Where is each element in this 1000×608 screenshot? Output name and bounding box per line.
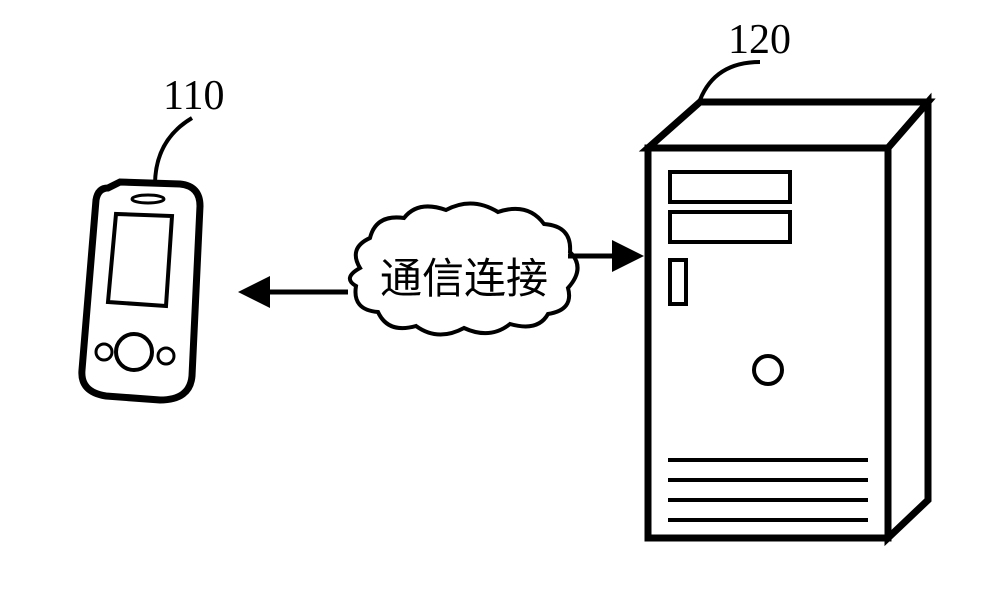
- server-tower: [648, 102, 928, 538]
- leader-line-120: [700, 62, 760, 100]
- phone-label: 110: [163, 72, 224, 120]
- leader-line-110: [155, 118, 192, 185]
- connection-label: 通信连接: [380, 245, 548, 306]
- phone-device: [82, 182, 200, 400]
- arrow-to-phone: [238, 276, 348, 308]
- server-label: 120: [728, 16, 791, 64]
